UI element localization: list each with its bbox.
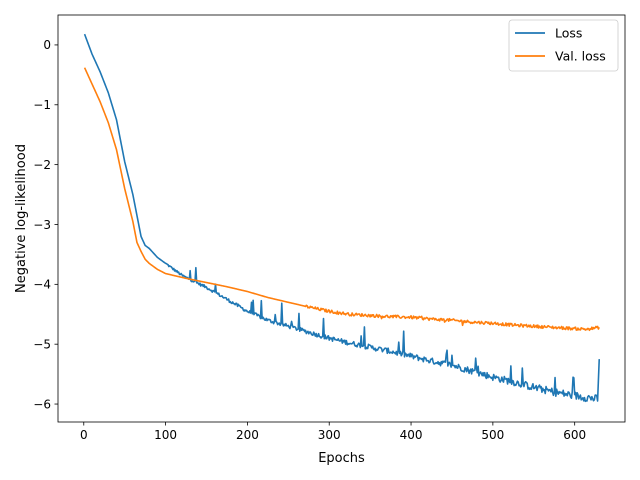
x-tick-label: 600 — [563, 428, 586, 442]
y-tick-label: −2 — [33, 158, 51, 172]
x-tick-label: 200 — [236, 428, 259, 442]
x-axis-ticks: 0 100 200 300 400 500 600 — [80, 422, 586, 442]
y-axis-ticks: 0 −1 −2 −3 −4 −5 −6 — [33, 38, 58, 411]
x-tick-label: 300 — [318, 428, 341, 442]
y-tick-label: −5 — [33, 337, 51, 351]
series-line-loss — [83, 33, 601, 403]
x-tick-label: 100 — [154, 428, 177, 442]
legend: Loss Val. loss — [508, 19, 619, 72]
y-tick-label: −6 — [33, 397, 51, 411]
y-tick-label: 0 — [43, 38, 51, 52]
x-tick-label: 400 — [400, 428, 423, 442]
series-layer — [83, 33, 601, 403]
y-tick-label: −3 — [33, 218, 51, 232]
legend-label-val-loss: Val. loss — [555, 49, 606, 64]
x-tick-label: 0 — [80, 428, 88, 442]
x-tick-label: 500 — [481, 428, 504, 442]
plot-frame — [57, 14, 626, 423]
y-tick-label: −1 — [33, 98, 51, 112]
plot-area — [58, 15, 625, 422]
legend-label-loss: Loss — [555, 26, 582, 41]
y-axis-label: Negative log-likelihood — [14, 144, 29, 293]
x-axis-label: Epochs — [318, 451, 365, 466]
series-line-val-loss — [83, 67, 600, 332]
y-tick-label: −4 — [33, 278, 51, 292]
